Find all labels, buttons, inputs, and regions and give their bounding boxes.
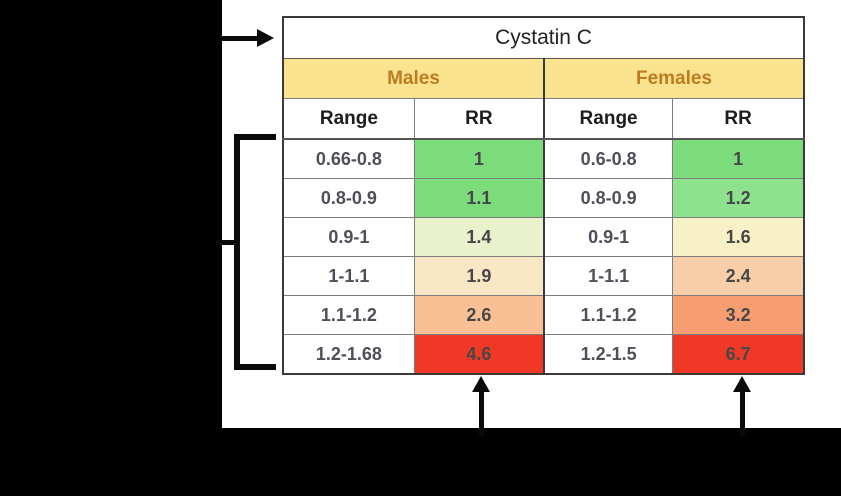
table-row: 0.8-0.9 1.1 0.8-0.9 1.2 (282, 178, 805, 218)
female-range-cell: 1-1.1 (543, 256, 674, 296)
male-rr-cell: 4.6 (413, 334, 545, 375)
title-pointer-arrowhead-icon (257, 29, 274, 47)
rows-bracket-top-arm (234, 134, 276, 140)
group-header-row: Males Females (282, 58, 805, 99)
title-pointer-arrow-icon (222, 36, 260, 41)
table-row: 1-1.1 1.9 1-1.1 2.4 (282, 256, 805, 296)
male-range-cell: 0.9-1 (282, 217, 415, 257)
male-rr-cell: 1.9 (413, 256, 545, 296)
female-rr-cell: 1 (672, 138, 805, 179)
male-range-cell: 1.1-1.2 (282, 295, 415, 335)
female-rr-cell: 1.6 (672, 217, 805, 257)
male-rr-cell: 1.1 (413, 178, 545, 218)
female-rr-cell: 1.2 (672, 178, 805, 218)
table-row: 1.2-1.68 4.6 1.2-1.5 6.7 (282, 334, 805, 375)
females-rr-pointer-arrow-icon (740, 391, 745, 436)
table-row: 0.66-0.8 1 0.6-0.8 1 (282, 138, 805, 179)
female-range-cell: 1.2-1.5 (543, 334, 674, 375)
table-row: 1.1-1.2 2.6 1.1-1.2 3.2 (282, 295, 805, 335)
table-title: Cystatin C (282, 16, 805, 59)
male-rr-cell: 1 (413, 138, 545, 179)
female-range-cell: 0.9-1 (543, 217, 674, 257)
table-body: 0.66-0.8 1 0.6-0.8 1 0.8-0.9 1.1 0.8-0.9 1.2 0.9… (282, 138, 805, 375)
female-range-cell: 0.6-0.8 (543, 138, 674, 179)
female-range-cell: 1.1-1.2 (543, 295, 674, 335)
rows-bracket-bottom-arm (234, 364, 276, 370)
female-rr-cell: 2.4 (672, 256, 805, 296)
group-header-males: Males (282, 58, 545, 99)
female-rr-cell: 3.2 (672, 295, 805, 335)
male-range-cell: 1.2-1.68 (282, 334, 415, 375)
male-rr-cell: 2.6 (413, 295, 545, 335)
male-rr-cell: 1.4 (413, 217, 545, 257)
group-header-females: Females (543, 58, 805, 99)
female-rr-cell: 6.7 (672, 334, 805, 375)
rows-bracket-icon (234, 134, 240, 370)
column-header-row: Range RR Range RR (282, 98, 805, 140)
male-range-cell: 0.8-0.9 (282, 178, 415, 218)
table-title-row: Cystatin C (282, 16, 805, 59)
males-rr-pointer-arrowhead-icon (472, 376, 490, 392)
column-header-rr-males: RR (413, 98, 545, 140)
female-range-cell: 0.8-0.9 (543, 178, 674, 218)
column-header-range-females: Range (543, 98, 674, 140)
cystatin-c-table: Cystatin C Males Females Range RR Range … (282, 16, 805, 375)
table-row: 0.9-1 1.4 0.9-1 1.6 (282, 217, 805, 257)
females-rr-pointer-arrowhead-icon (733, 376, 751, 392)
column-header-range-males: Range (282, 98, 415, 140)
column-header-rr-females: RR (672, 98, 805, 140)
rows-bracket-stub (216, 240, 240, 245)
male-range-cell: 1-1.1 (282, 256, 415, 296)
male-range-cell: 0.66-0.8 (282, 138, 415, 179)
males-rr-pointer-arrow-icon (479, 391, 484, 436)
